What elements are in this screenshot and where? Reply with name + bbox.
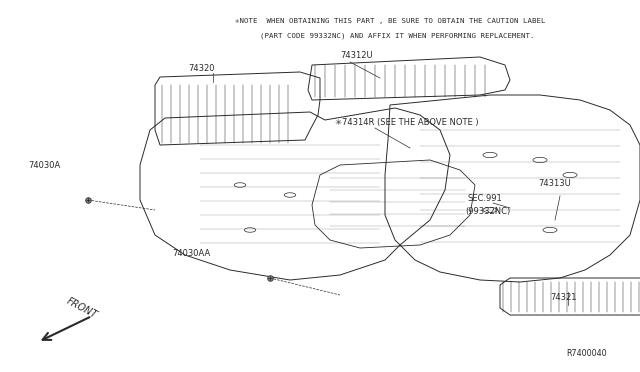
Text: 74321: 74321 bbox=[550, 294, 577, 302]
Text: 74320: 74320 bbox=[188, 64, 214, 73]
Text: R7400040: R7400040 bbox=[566, 349, 607, 357]
Text: ✳74314R (SEE THE ABOVE NOTE ): ✳74314R (SEE THE ABOVE NOTE ) bbox=[335, 118, 479, 126]
Text: FRONT: FRONT bbox=[65, 296, 99, 320]
Text: (99332NC): (99332NC) bbox=[465, 206, 510, 215]
Text: 74030AA: 74030AA bbox=[172, 250, 211, 259]
Text: 74312U: 74312U bbox=[340, 51, 372, 60]
Text: 74313U: 74313U bbox=[538, 179, 571, 187]
Text: ✳NOTE  WHEN OBTAINING THIS PART , BE SURE TO OBTAIN THE CAUTION LABEL: ✳NOTE WHEN OBTAINING THIS PART , BE SURE… bbox=[235, 18, 545, 24]
Text: (PART CODE 99332NC) AND AFFIX IT WHEN PERFORMING REPLACEMENT.: (PART CODE 99332NC) AND AFFIX IT WHEN PE… bbox=[260, 32, 534, 38]
Text: 74030A: 74030A bbox=[28, 160, 60, 170]
Text: SEC.991: SEC.991 bbox=[467, 193, 502, 202]
